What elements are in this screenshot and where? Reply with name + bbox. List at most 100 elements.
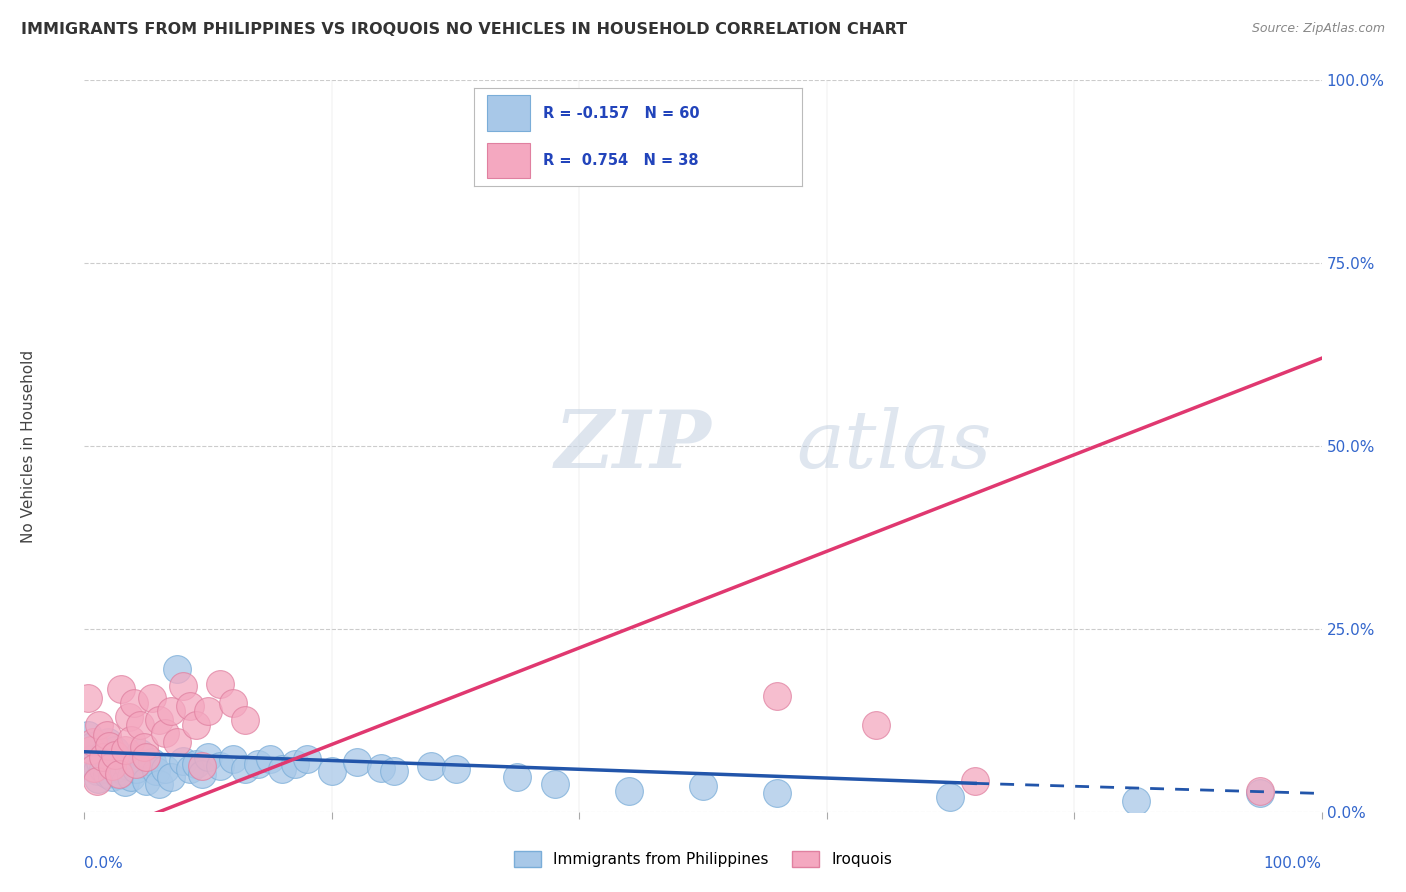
Legend: Immigrants from Philippines, Iroquois: Immigrants from Philippines, Iroquois <box>508 846 898 873</box>
Point <box>135 774 157 789</box>
Point <box>108 766 131 780</box>
Point <box>382 764 405 779</box>
Text: 100.0%: 100.0% <box>1264 855 1322 871</box>
Point <box>117 759 139 773</box>
Point <box>86 774 108 789</box>
Point <box>197 749 219 764</box>
Point <box>506 770 529 784</box>
Point <box>89 755 111 769</box>
Text: ZIP: ZIP <box>554 408 711 484</box>
Point <box>160 704 183 718</box>
Point <box>135 749 157 764</box>
Point <box>79 752 101 766</box>
Point <box>120 770 142 784</box>
Point <box>132 757 155 772</box>
Point <box>419 759 441 773</box>
Point <box>179 698 201 713</box>
Point <box>80 739 103 753</box>
Point <box>160 770 183 784</box>
Point <box>153 762 176 776</box>
Point <box>184 718 207 732</box>
Point <box>346 755 368 769</box>
Text: No Vehicles in Household: No Vehicles in Household <box>21 350 37 542</box>
Point <box>209 676 232 690</box>
Point <box>132 740 155 755</box>
Point <box>101 749 124 764</box>
Text: atlas: atlas <box>796 408 991 484</box>
Point <box>112 764 135 779</box>
Point <box>129 746 152 760</box>
Point <box>96 728 118 742</box>
Point <box>91 762 114 776</box>
Point <box>148 714 170 728</box>
Point <box>865 718 887 732</box>
Point <box>172 679 194 693</box>
Point <box>1249 787 1271 801</box>
Point <box>692 779 714 793</box>
Point <box>110 754 132 768</box>
Point <box>93 746 115 760</box>
Point <box>939 790 962 805</box>
Point <box>184 757 207 772</box>
Point <box>114 775 136 789</box>
Point <box>120 733 142 747</box>
Point <box>98 757 121 772</box>
Point <box>179 762 201 776</box>
Point <box>104 742 127 756</box>
Point <box>96 766 118 780</box>
Point <box>370 761 392 775</box>
Point <box>125 762 148 776</box>
Point <box>77 728 100 742</box>
Point <box>222 697 245 711</box>
Point <box>118 709 141 723</box>
Point <box>79 742 101 756</box>
Point <box>105 761 128 775</box>
Text: Source: ZipAtlas.com: Source: ZipAtlas.com <box>1251 22 1385 36</box>
Point <box>197 704 219 718</box>
Point <box>246 757 269 772</box>
Point <box>122 752 145 766</box>
Point <box>141 691 163 706</box>
Point <box>77 691 100 706</box>
Point <box>1125 794 1147 808</box>
Point <box>222 752 245 766</box>
Point <box>259 752 281 766</box>
Point <box>122 697 145 711</box>
Point <box>100 759 122 773</box>
Point <box>965 774 987 789</box>
Point <box>766 787 789 801</box>
Point <box>284 757 307 772</box>
Text: 0.0%: 0.0% <box>84 855 124 871</box>
Text: IMMIGRANTS FROM PHILIPPINES VS IROQUOIS NO VEHICLES IN HOUSEHOLD CORRELATION CHA: IMMIGRANTS FROM PHILIPPINES VS IROQUOIS … <box>21 22 907 37</box>
Point <box>209 759 232 773</box>
Point <box>444 762 467 776</box>
Point <box>166 735 188 749</box>
Point <box>108 768 131 782</box>
Point <box>110 681 132 696</box>
Point <box>86 764 108 779</box>
Point <box>295 752 318 766</box>
Point <box>83 761 105 775</box>
Point <box>191 759 214 773</box>
Point <box>145 764 167 779</box>
Point <box>321 764 343 779</box>
Point <box>166 662 188 676</box>
Point <box>125 757 148 772</box>
Point <box>87 772 110 786</box>
Point <box>82 735 104 749</box>
Point <box>233 714 256 728</box>
Point <box>617 784 640 798</box>
Point <box>271 762 294 776</box>
Point <box>129 718 152 732</box>
Point <box>766 689 789 703</box>
Point <box>1249 784 1271 798</box>
Point <box>97 735 120 749</box>
Point <box>233 762 256 776</box>
Point <box>91 749 114 764</box>
Point <box>172 754 194 768</box>
Point <box>153 725 176 739</box>
Point <box>141 755 163 769</box>
Point <box>114 742 136 756</box>
Point <box>191 766 214 780</box>
Point <box>104 747 127 762</box>
